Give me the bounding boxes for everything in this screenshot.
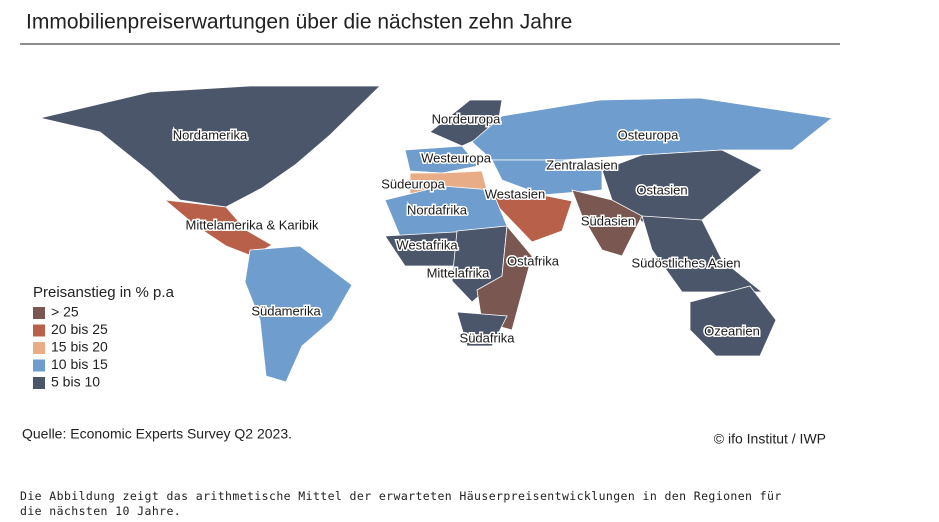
region-shape (480, 189, 573, 243)
region-shape (491, 159, 603, 196)
legend-label: > 25 (51, 304, 79, 320)
legend-title: Preisanstieg in % p.a (33, 284, 175, 301)
region-shape (571, 189, 643, 257)
legend-label: 20 bis 25 (51, 321, 108, 337)
region-label: Südöstliches Asien (631, 255, 740, 270)
region-label: Ostasien (636, 182, 687, 197)
region-label: Südamerika (251, 303, 321, 318)
region-label: Nordafrika (407, 202, 468, 217)
region-label: Ozeanien (704, 323, 760, 338)
legend-swatch (33, 307, 45, 319)
region-shape (244, 245, 353, 383)
caption: Die Abbildung zeigt das arithmetische Mi… (20, 489, 782, 518)
copyright: © ifo Institut / IWP (714, 431, 826, 447)
region-label: Nordeuropa (432, 111, 501, 126)
region-label: Osteuropa (618, 127, 679, 142)
world-map: Nordamerika Mittelamerika & Karibik Südame… (39, 85, 833, 383)
map-title: Immobilienpreiserwartungen über die näch… (26, 11, 572, 34)
region-label: Südafrika (460, 330, 516, 345)
legend-label: 5 bis 10 (51, 374, 100, 390)
region-label: Westeuropa (421, 150, 492, 165)
legend-swatch (33, 359, 45, 372)
region-label: Südasien (581, 213, 635, 228)
region-label: Zentralasien (546, 157, 618, 172)
region-label: Ostafrika (507, 253, 560, 268)
legend-swatch (33, 342, 45, 354)
region-label: Westafrika (396, 237, 458, 252)
region-shape (689, 285, 777, 357)
region-label: Nordamerika (173, 127, 248, 142)
legend-label: 10 bis 15 (51, 356, 108, 372)
region-label: Mittelafrika (427, 265, 491, 280)
region-label: Westasien (485, 186, 545, 201)
region-shape (641, 215, 764, 293)
region-label: Mittelamerika & Karibik (186, 217, 319, 232)
legend-label: 15 bis 20 (51, 339, 108, 355)
legend-swatch (33, 377, 45, 389)
legend-swatch (33, 324, 45, 337)
region-shape (456, 311, 508, 347)
source: Quelle: Economic Experts Survey Q2 2023. (22, 426, 292, 442)
figure: Immobilienpreiserwartungen über die näch… (20, 11, 840, 447)
region-shape (404, 145, 479, 174)
region-label: Südeuropa (381, 176, 445, 191)
region-shape (39, 85, 381, 208)
